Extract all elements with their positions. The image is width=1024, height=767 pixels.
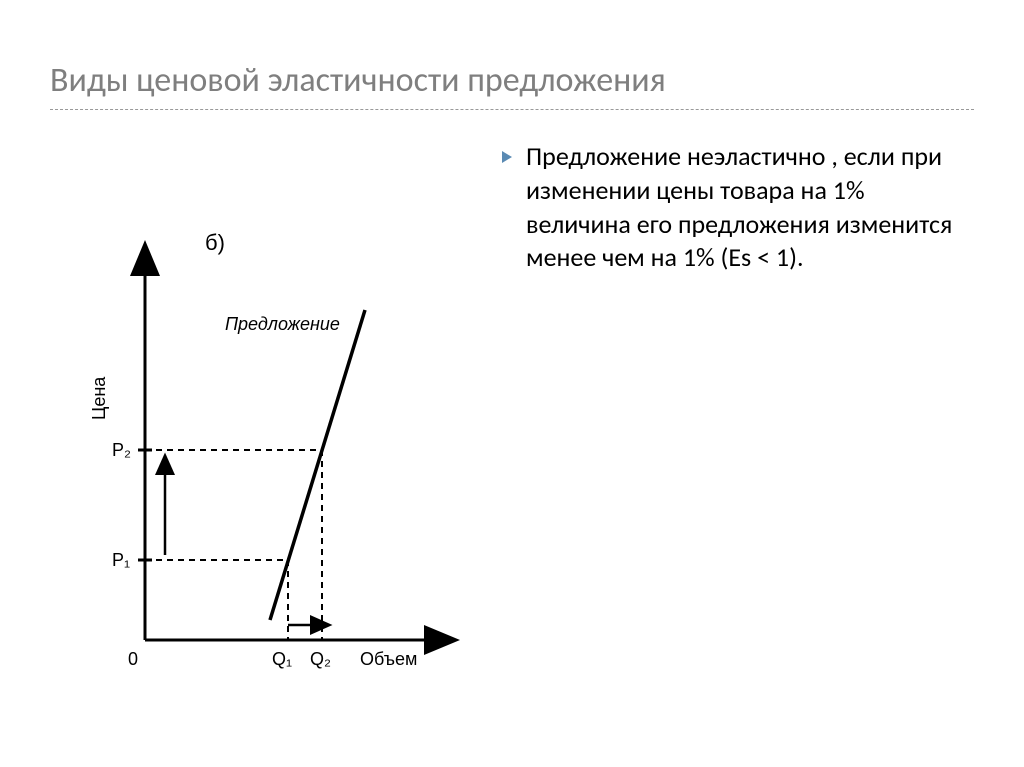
- chart-container: б) Цена Предложение P₂: [50, 140, 470, 705]
- text-column: Предложение неэластично , если при измен…: [500, 140, 974, 705]
- q1-label: Q₁: [272, 649, 292, 669]
- panel-label: б): [205, 230, 225, 255]
- p1-label: P₁: [112, 550, 130, 570]
- curve-label: Предложение: [225, 314, 340, 334]
- title-divider: [50, 109, 974, 110]
- body-paragraph: Предложение неэластично , если при измен…: [526, 140, 974, 275]
- x-axis-label: Объем: [360, 649, 417, 669]
- y-axis-label: Цена: [89, 376, 109, 420]
- triangle-bullet-icon: [500, 150, 514, 164]
- p2-label: P₂: [112, 440, 131, 460]
- origin-label: 0: [128, 649, 138, 669]
- supply-chart: б) Цена Предложение P₂: [50, 220, 470, 700]
- slide-title: Виды ценовой эластичности предложения: [50, 60, 974, 101]
- supply-curve: [270, 310, 365, 620]
- content-row: б) Цена Предложение P₂: [50, 140, 974, 705]
- q2-label: Q₂: [310, 649, 331, 669]
- bullet-item: Предложение неэластично , если при измен…: [500, 140, 974, 275]
